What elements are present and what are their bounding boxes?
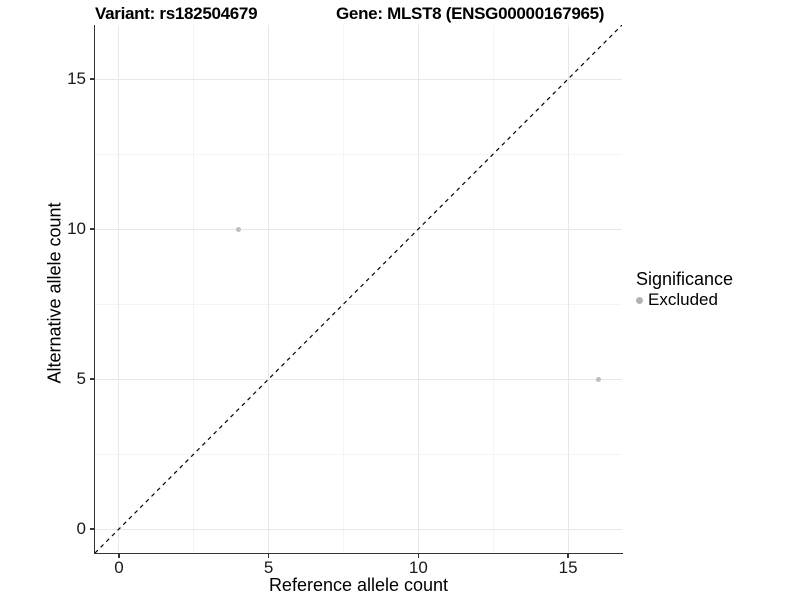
minor-gridline-y <box>95 303 622 305</box>
y-axis-line <box>94 25 96 553</box>
x-tick-mark <box>118 553 120 558</box>
y-tick-label: 0 <box>76 519 86 538</box>
x-axis-title: Reference allele count <box>268 575 449 595</box>
x-tick-mark <box>267 553 270 558</box>
major-gridline-x <box>417 25 419 553</box>
minor-gridline-x <box>492 25 494 553</box>
major-gridline-y <box>95 78 622 80</box>
identity-line-svg <box>95 25 622 553</box>
data-point <box>595 376 601 382</box>
plot-title-gene: Gene: MLST8 (ENSG00000167965) <box>336 4 605 23</box>
x-axis-line <box>94 552 623 554</box>
legend-title: Significance <box>636 269 734 289</box>
major-gridline-y <box>95 228 622 230</box>
legend-key-dot <box>636 296 643 304</box>
identity-line <box>95 25 622 553</box>
x-tick-label: 0 <box>114 558 124 577</box>
y-tick-mark <box>89 78 95 80</box>
y-tick-mark <box>89 228 95 230</box>
y-tick-label: 5 <box>76 369 86 388</box>
y-tick-mark <box>89 528 95 530</box>
minor-gridline-x <box>343 25 345 553</box>
major-gridline-y <box>95 378 622 380</box>
y-tick-label: 10 <box>67 219 86 238</box>
minor-gridline-y <box>95 453 622 455</box>
x-tick-mark <box>567 553 569 558</box>
major-gridline-x <box>118 25 120 553</box>
major-gridline-x <box>567 25 569 553</box>
data-point <box>236 226 242 232</box>
major-gridline-x <box>268 25 270 553</box>
legend-item-label: Excluded <box>648 290 718 309</box>
x-tick-label: 15 <box>558 558 578 577</box>
y-tick-label: 15 <box>67 69 86 88</box>
x-tick-label: 5 <box>263 558 274 577</box>
legend: Significance Excluded <box>636 269 733 310</box>
plot-title-variant: Variant: rs182504679 <box>95 4 258 23</box>
major-gridline-y <box>95 528 622 530</box>
x-tick-label: 10 <box>408 558 428 577</box>
x-tick-mark <box>417 553 420 558</box>
legend-item-excluded: Excluded <box>636 290 733 310</box>
minor-gridline-x <box>193 25 195 553</box>
y-tick-mark <box>89 378 95 380</box>
minor-gridline-y <box>95 153 622 155</box>
plot-panel <box>95 25 622 553</box>
